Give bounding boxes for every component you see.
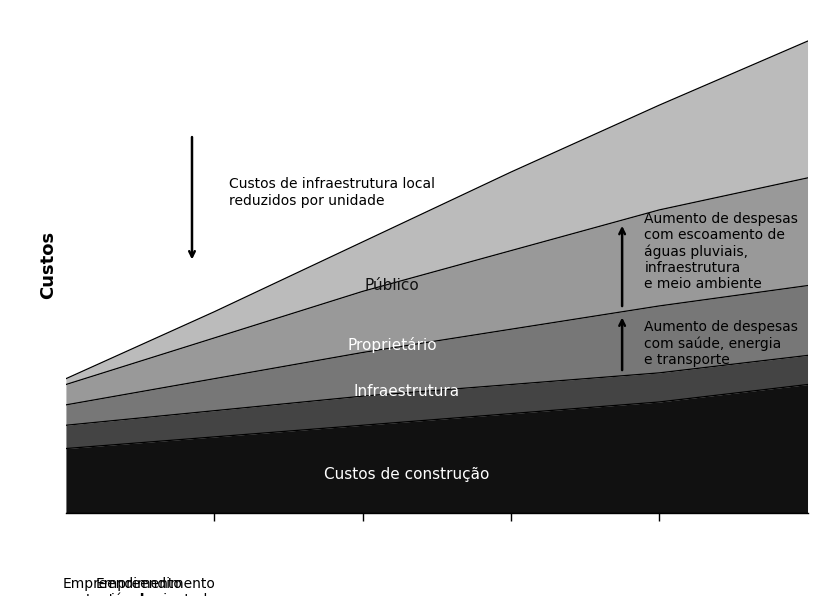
Text: Empreendimento
convencional orientado
a automóveis: Empreendimento convencional orientado a … <box>53 577 216 596</box>
Text: Proprietário: Proprietário <box>348 337 437 353</box>
Text: Público: Público <box>365 278 419 293</box>
Text: Infraestrutura: Infraestrutura <box>354 384 460 399</box>
Text: Aumento de despesas
com escoamento de
águas pluviais,
infraestrutura
e meio ambi: Aumento de despesas com escoamento de ág… <box>644 212 798 291</box>
Text: Empreendimento
sustentável: Empreendimento sustentável <box>63 577 183 596</box>
Text: Aumento de despesas
com saúde, energia
e transporte: Aumento de despesas com saúde, energia e… <box>644 320 798 367</box>
Y-axis label: Custos: Custos <box>40 231 58 299</box>
Text: Custos de infraestrutura local
reduzidos por unidade: Custos de infraestrutura local reduzidos… <box>229 178 435 207</box>
Text: Custos de construção: Custos de construção <box>325 467 489 482</box>
